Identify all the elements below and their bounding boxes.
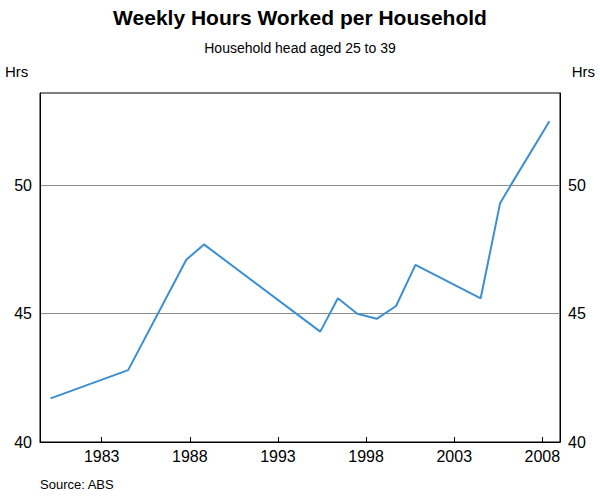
svg-text:50: 50	[568, 177, 586, 194]
svg-text:50: 50	[14, 177, 32, 194]
svg-text:Source: ABS: Source: ABS	[40, 477, 114, 492]
svg-text:40: 40	[568, 434, 586, 451]
svg-text:2003: 2003	[436, 448, 472, 465]
svg-text:45: 45	[14, 305, 32, 322]
svg-text:Hrs: Hrs	[5, 63, 28, 80]
svg-text:Hrs: Hrs	[572, 63, 595, 80]
svg-text:45: 45	[568, 305, 586, 322]
svg-text:2008: 2008	[525, 448, 561, 465]
svg-text:1983: 1983	[84, 448, 120, 465]
svg-text:1998: 1998	[348, 448, 384, 465]
svg-text:Household head aged 25 to 39: Household head aged 25 to 39	[204, 40, 396, 56]
svg-text:Weekly Hours Worked per Househ: Weekly Hours Worked per Household	[113, 6, 487, 29]
svg-text:1988: 1988	[172, 448, 208, 465]
svg-text:1993: 1993	[260, 448, 296, 465]
svg-text:40: 40	[14, 434, 32, 451]
